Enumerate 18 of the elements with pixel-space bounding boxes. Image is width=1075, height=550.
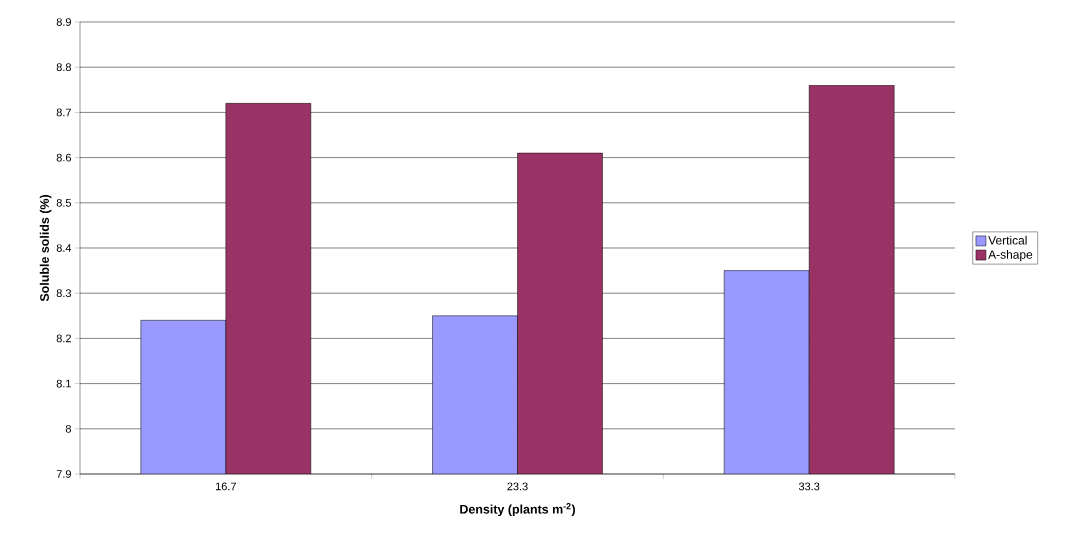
- x-tick-label: 33.3: [798, 482, 820, 491]
- y-tick-label: 8.9: [56, 18, 71, 26]
- y-tick-label: 8.3: [56, 289, 71, 298]
- y-tick-label: 8.2: [56, 334, 71, 343]
- legend-label: A-shape: [988, 250, 1033, 262]
- x-tick-label: 16.7: [216, 482, 236, 491]
- y-tick-label: 8.1: [56, 379, 71, 388]
- x-axis-title: Density (plants m$^{-2}$): [460, 503, 575, 517]
- y-tick-label: 8.7: [56, 108, 71, 117]
- y-tick-label: 8.4: [56, 244, 72, 252]
- y-tick-label: 7.9: [56, 470, 71, 478]
- y-axis-title: Soluble solids (%): [39, 194, 52, 302]
- y-tick-label: 8.8: [56, 63, 71, 72]
- legend-label: Vertical: [988, 235, 1027, 245]
- x-tick-label: 23.3: [507, 482, 528, 491]
- y-tick-label: 8.5: [56, 198, 72, 207]
- y-tick-label: 8: [65, 424, 71, 433]
- y-tick-label: 8.6: [56, 153, 71, 162]
